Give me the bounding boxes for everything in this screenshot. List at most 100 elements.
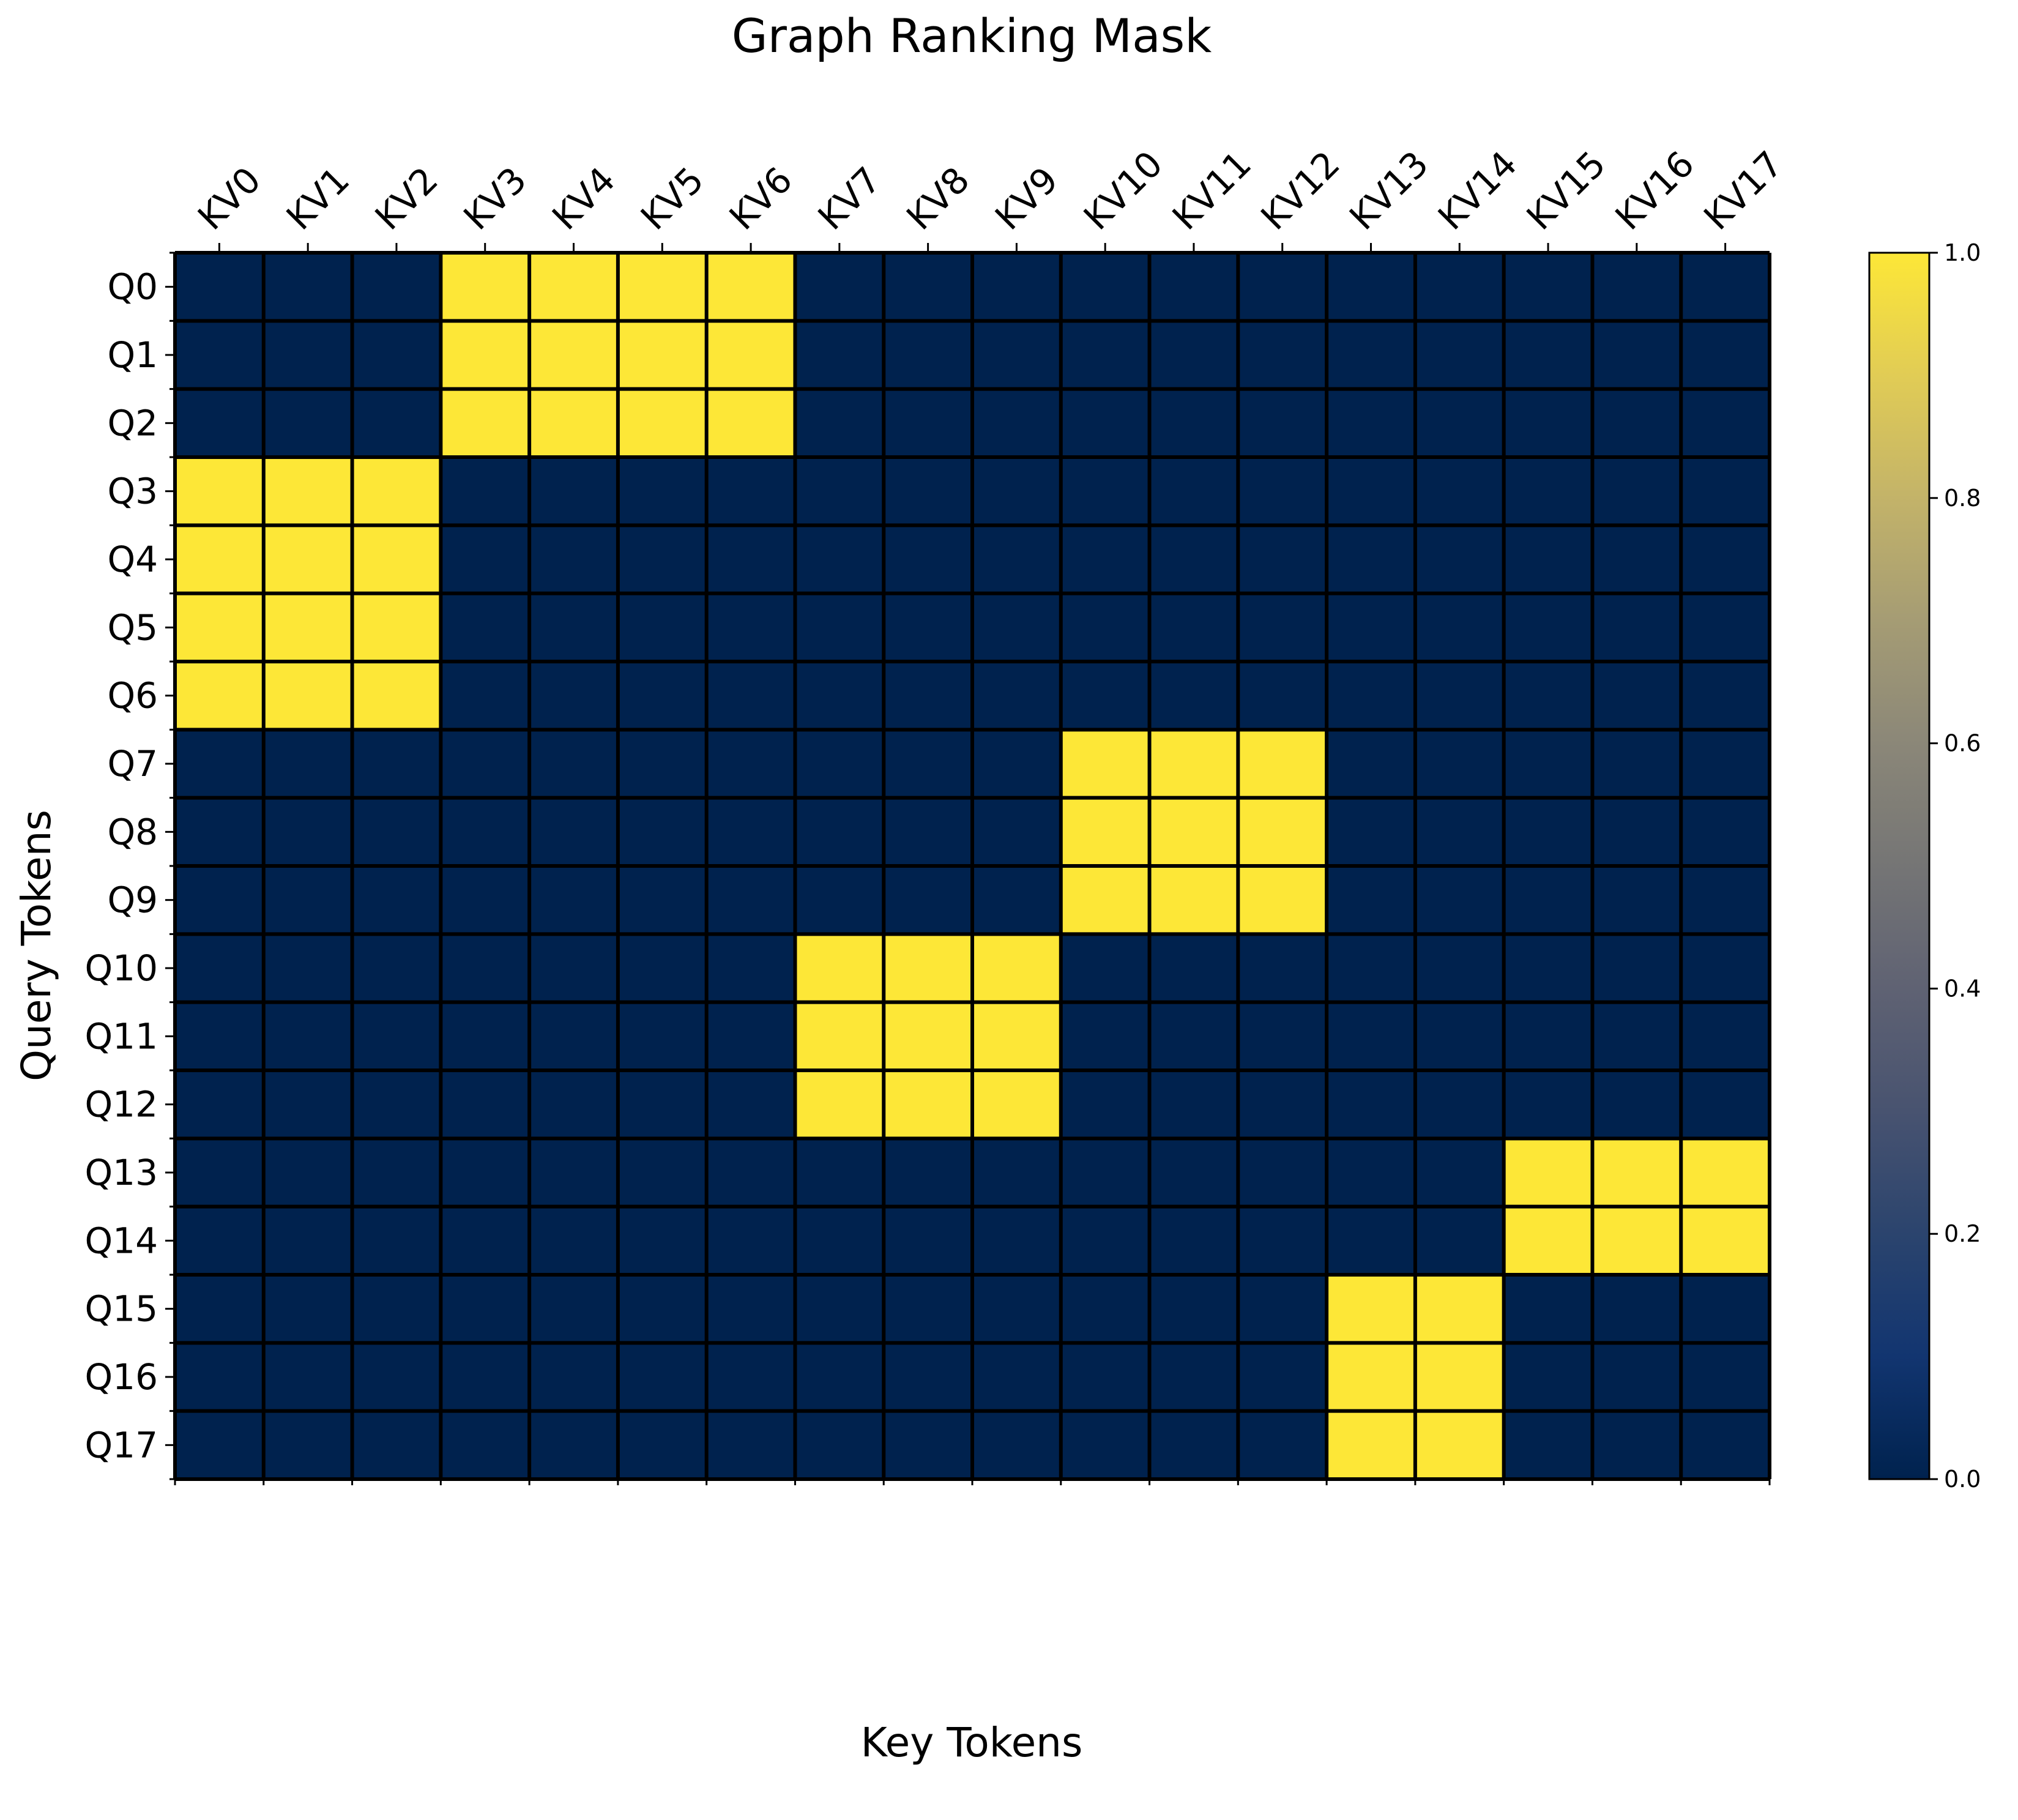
heatmap-cell	[1503, 662, 1593, 730]
heatmap-cell	[1592, 1275, 1681, 1343]
heatmap-cell	[884, 389, 973, 458]
x-axis-label: Key Tokens	[861, 1719, 1083, 1766]
heatmap-cell	[263, 525, 353, 594]
heatmap-cell	[884, 1070, 973, 1139]
heatmap-cell	[1415, 253, 1505, 321]
heatmap-cell	[617, 1343, 707, 1412]
heatmap-cell	[263, 1411, 353, 1480]
heatmap-cell	[1681, 729, 1770, 799]
heatmap-cell	[972, 1002, 1062, 1071]
heatmap-cell	[529, 1206, 619, 1275]
heatmap-cell	[795, 866, 884, 934]
x-tick-label: KV17	[1696, 143, 1790, 238]
heatmap-cell	[263, 253, 353, 321]
heatmap-cell	[175, 797, 264, 867]
colorbar-tick-label: 1.0	[1944, 239, 1981, 266]
heatmap-cell	[1149, 525, 1238, 594]
y-tick-label: Q13	[85, 1152, 158, 1193]
heatmap-cell	[441, 797, 530, 867]
heatmap-cell	[884, 729, 973, 799]
heatmap-cell	[617, 934, 707, 1003]
heatmap-cell	[1415, 1138, 1505, 1207]
heatmap-cell	[441, 1138, 530, 1207]
heatmap-cell	[617, 1411, 707, 1480]
heatmap-cell	[617, 525, 707, 594]
heatmap-cell	[1592, 1411, 1681, 1480]
heatmap-cell	[972, 1411, 1062, 1480]
heatmap-cells	[175, 253, 1770, 1480]
heatmap-cell	[263, 1002, 353, 1071]
heatmap-cell	[972, 1206, 1062, 1275]
heatmap-cell	[175, 934, 264, 1003]
heatmap-cell	[972, 1275, 1062, 1343]
heatmap-cell	[263, 1343, 353, 1412]
heatmap-cell	[1238, 866, 1327, 934]
heatmap-cell	[884, 934, 973, 1003]
heatmap-cell	[441, 866, 530, 934]
heatmap-cell	[617, 389, 707, 458]
heatmap-cell	[529, 1002, 619, 1071]
x-tick-label: KV8	[898, 159, 977, 238]
heatmap-cell	[1592, 866, 1681, 934]
heatmap-cell	[175, 1206, 264, 1275]
heatmap-cell	[1415, 1275, 1505, 1343]
heatmap-cell	[972, 525, 1062, 594]
heatmap-cell	[706, 866, 795, 934]
heatmap-cell	[263, 1275, 353, 1343]
heatmap-cell	[972, 866, 1062, 934]
heatmap-cell	[352, 457, 441, 526]
heatmap-cell	[617, 729, 707, 799]
heatmap-cell	[1681, 797, 1770, 867]
heatmap-cell	[1327, 1411, 1416, 1480]
heatmap-cell	[263, 729, 353, 799]
y-tick-label: Q12	[85, 1084, 158, 1125]
heatmap-cell	[1060, 457, 1150, 526]
heatmap-cell	[795, 253, 884, 321]
heatmap-cell	[617, 457, 707, 526]
heatmap-cell	[1681, 1275, 1770, 1343]
heatmap-cell	[1327, 1138, 1416, 1207]
heatmap-cell	[1592, 321, 1681, 390]
heatmap-cell	[795, 662, 884, 730]
heatmap-cell	[441, 1206, 530, 1275]
heatmap-cell	[1327, 1343, 1416, 1412]
heatmap-cell	[1238, 1275, 1327, 1343]
heatmap-cell	[263, 1138, 353, 1207]
heatmap-cell	[706, 1411, 795, 1480]
heatmap-cell	[441, 525, 530, 594]
heatmap-cell	[352, 525, 441, 594]
heatmap-cell	[441, 662, 530, 730]
heatmap-cell	[617, 253, 707, 321]
heatmap-cell	[706, 729, 795, 799]
heatmap-cell	[1238, 253, 1327, 321]
x-tick-label: KV9	[987, 159, 1066, 238]
heatmap-cell	[1415, 1411, 1505, 1480]
heatmap-cell	[529, 525, 619, 594]
heatmap-cell	[175, 389, 264, 458]
heatmap-cell	[1327, 321, 1416, 390]
y-tick-label: Q14	[85, 1220, 158, 1261]
heatmap-cell	[1681, 457, 1770, 526]
heatmap-cell	[706, 593, 795, 662]
heatmap-cell	[175, 1275, 264, 1343]
x-tick-label: KV15	[1519, 143, 1614, 238]
heatmap-cell	[1327, 1275, 1416, 1343]
heatmap-cell	[1503, 389, 1593, 458]
heatmap-cell	[1592, 797, 1681, 867]
heatmap-cell	[1503, 525, 1593, 594]
heatmap-cell	[706, 1275, 795, 1343]
heatmap-cell	[352, 662, 441, 730]
y-tick-label: Q0	[107, 266, 158, 308]
heatmap-cell	[441, 1002, 530, 1071]
heatmap-cell	[1149, 797, 1238, 867]
heatmap-cell	[1681, 1411, 1770, 1480]
heatmap-cell	[1060, 1206, 1150, 1275]
x-tick-label: KV6	[721, 159, 800, 238]
heatmap-cell	[1060, 797, 1150, 867]
heatmap-cell	[175, 253, 264, 321]
x-tick-label: KV11	[1164, 143, 1259, 238]
heatmap-cell	[1503, 729, 1593, 799]
heatmap-cell	[884, 525, 973, 594]
heatmap-cell	[352, 1070, 441, 1139]
heatmap-cell	[352, 1206, 441, 1275]
